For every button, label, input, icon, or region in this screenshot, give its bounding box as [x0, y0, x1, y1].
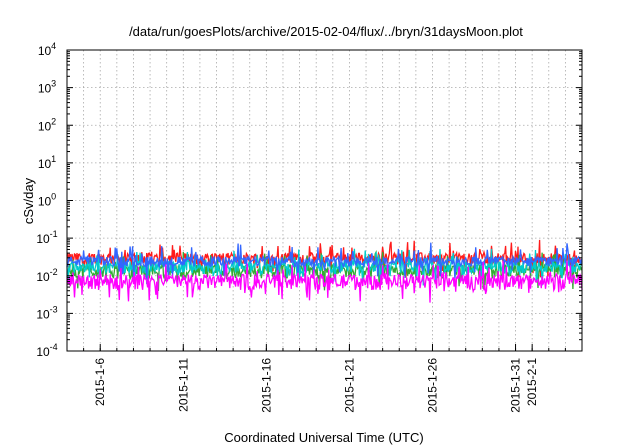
- x-tick-label: 2015-2-1: [525, 358, 539, 406]
- y-tick-label: 101: [38, 154, 56, 171]
- y-tick-label: 100: [38, 192, 56, 209]
- series-line-5: [66, 260, 583, 303]
- y-axis-label: cSv/day: [21, 177, 36, 224]
- x-tick-label: 2015-1-21: [342, 358, 356, 413]
- y-ticks: 10-4 10-3 10-2 10-1 100 101 102 103 104: [36, 41, 582, 359]
- y-tick-label: 10-1: [36, 229, 57, 246]
- y-tick-label: 104: [38, 41, 56, 58]
- x-tick-label: 2015-1-6: [93, 358, 107, 406]
- series-group: [66, 239, 583, 303]
- y-tick-label: 10-4: [36, 342, 57, 359]
- y-tick-label: 10-2: [36, 267, 57, 284]
- x-tick-label: 2015-1-11: [176, 358, 190, 412]
- series-line-4: [66, 242, 583, 280]
- x-tick-label: 2015-1-16: [259, 358, 273, 413]
- x-tick-label: 2015-1-26: [425, 358, 439, 413]
- chart-title: /data/run/goesPlots/archive/2015-02-04/f…: [129, 24, 523, 39]
- x-axis-label: Coordinated Universal Time (UTC): [224, 430, 423, 445]
- x-ticks: 2015-1-6 2015-1-11 2015-1-16 2015-1-21 2015-…: [83, 344, 566, 413]
- y-tick-label: 103: [38, 79, 56, 96]
- grid: [67, 50, 582, 351]
- y-tick-label: 10-3: [36, 304, 57, 321]
- x-tick-label: 2015-1-31: [509, 358, 523, 413]
- y-tick-label: 102: [38, 116, 56, 133]
